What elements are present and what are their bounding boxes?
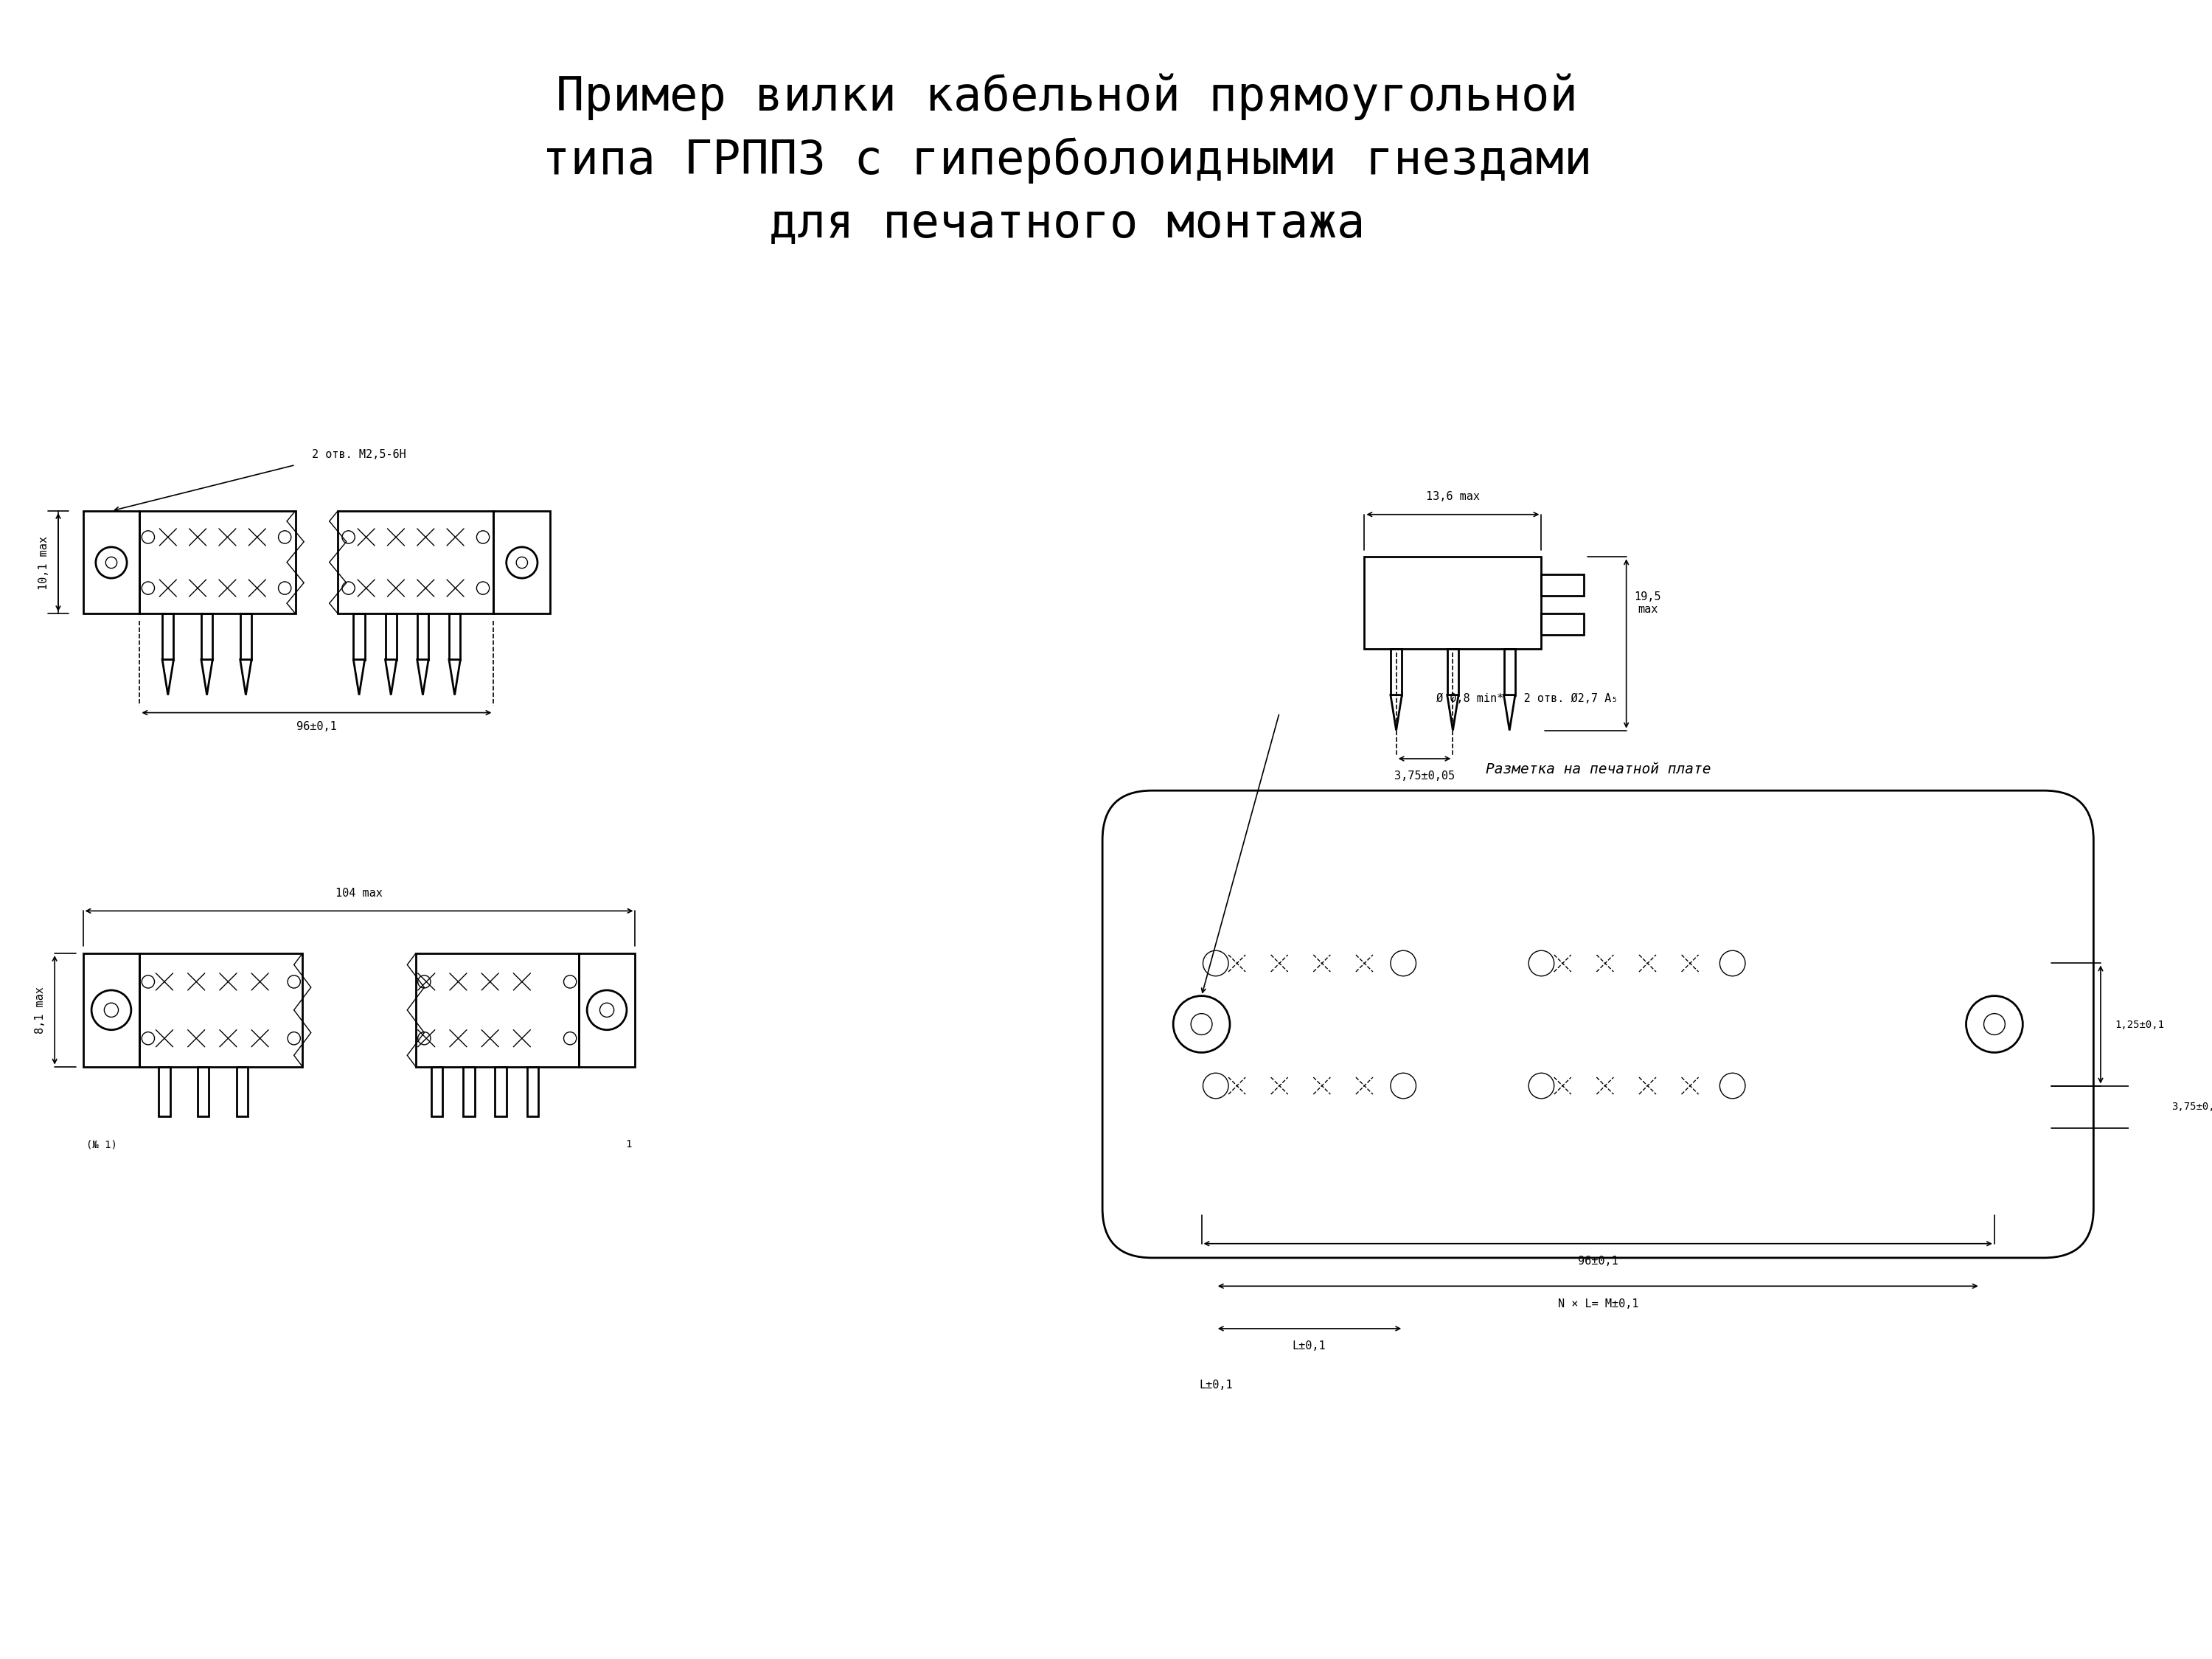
Text: 1: 1 [626, 1140, 633, 1150]
Bar [431, 1067, 442, 1117]
Bar [418, 614, 429, 660]
Text: L±0,1: L±0,1 [1292, 1340, 1325, 1352]
Bar [1391, 649, 1402, 695]
Bar [241, 614, 252, 660]
Text: 2 отв. М2,5-6Н: 2 отв. М2,5-6Н [312, 450, 407, 460]
Bar [1447, 649, 1458, 695]
Bar [139, 511, 296, 614]
Text: 1,25±0,1: 1,25±0,1 [2115, 1020, 2163, 1030]
Text: Ø 0,8 min*   2 отв. Ø2,7 А₅: Ø 0,8 min* 2 отв. Ø2,7 А₅ [1436, 693, 1617, 703]
Bar [84, 511, 139, 614]
Polygon shape [241, 660, 252, 695]
Text: Пример вилки кабельной прямоугольной: Пример вилки кабельной прямоугольной [555, 73, 1577, 119]
Text: N × L= M±0,1: N × L= M±0,1 [1557, 1299, 1639, 1309]
Text: 13,6 max: 13,6 max [1427, 491, 1480, 503]
Text: типа ГРПП3 с гиперболоидными гнездами: типа ГРПП3 с гиперболоидными гнездами [542, 138, 1593, 184]
Bar [449, 614, 460, 660]
Text: L±0,1: L±0,1 [1199, 1380, 1232, 1390]
Text: 8,1 max: 8,1 max [35, 987, 46, 1034]
Bar [580, 954, 635, 1067]
Bar [84, 954, 139, 1067]
Bar [462, 1067, 476, 1117]
Bar [197, 1067, 208, 1117]
Bar [161, 614, 173, 660]
Text: 19,5
max: 19,5 max [1635, 591, 1661, 615]
Text: 104 max: 104 max [336, 888, 383, 899]
Bar [237, 1067, 248, 1117]
Bar [159, 1067, 170, 1117]
Polygon shape [385, 660, 396, 695]
Bar [338, 511, 493, 614]
Text: 10,1 max: 10,1 max [38, 536, 49, 589]
Bar [1365, 557, 1542, 649]
Text: Разметка на печатной плате: Разметка на печатной плате [1486, 763, 1710, 776]
Polygon shape [354, 660, 365, 695]
Polygon shape [449, 660, 460, 695]
Bar [139, 954, 303, 1067]
Text: 3,75±0,05: 3,75±0,05 [1394, 771, 1455, 781]
Text: 96±0,1: 96±0,1 [296, 722, 336, 732]
Polygon shape [201, 660, 212, 695]
Bar [385, 614, 396, 660]
Bar [1542, 614, 1584, 635]
Bar [493, 511, 551, 614]
Text: (№ 1): (№ 1) [86, 1140, 117, 1150]
Bar [1542, 574, 1584, 596]
Bar [495, 1067, 507, 1117]
Polygon shape [1391, 695, 1402, 730]
Polygon shape [1447, 695, 1458, 730]
Polygon shape [161, 660, 173, 695]
Bar [416, 954, 580, 1067]
Polygon shape [418, 660, 429, 695]
Text: 3,75±0,1: 3,75±0,1 [2172, 1102, 2212, 1112]
Bar [526, 1067, 538, 1117]
Bar [201, 614, 212, 660]
Bar [354, 614, 365, 660]
Text: 96±0,1: 96±0,1 [1577, 1256, 1619, 1267]
Bar [1504, 649, 1515, 695]
Polygon shape [1504, 695, 1515, 730]
Text: для печатного монтажа: для печатного монтажа [770, 201, 1365, 247]
